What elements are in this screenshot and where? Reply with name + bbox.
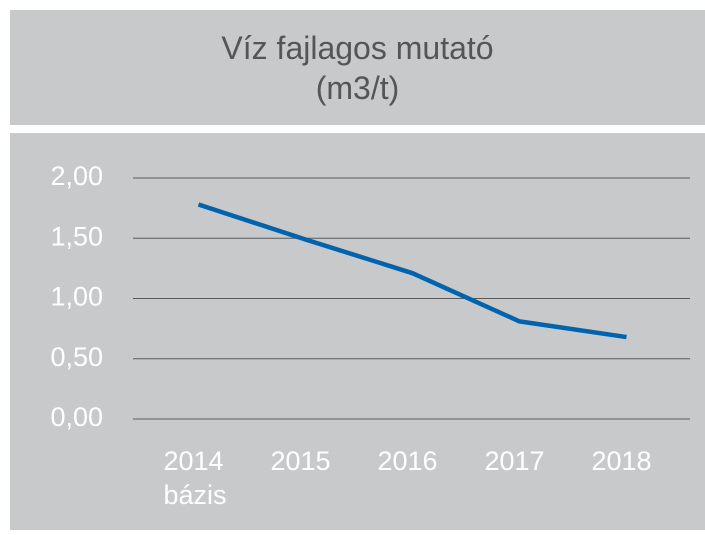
x-tick-label: 2018: [591, 446, 652, 476]
x-tick-label: 2014 bázis: [163, 446, 227, 510]
y-tick-label: 1,50: [50, 221, 103, 251]
title-panel: Víz fajlagos mutató (m3/t): [10, 10, 705, 125]
y-tick-label: 0,50: [50, 342, 103, 372]
x-tick-label: 2016: [377, 446, 438, 476]
x-tick-label: 2017: [484, 446, 545, 476]
y-tick-label: 1,00: [50, 282, 103, 312]
y-tick-label: 0,00: [50, 402, 103, 432]
y-tick-label: 2,00: [50, 161, 103, 191]
chart-subtitle: (m3/t): [315, 70, 400, 106]
line: [197, 202, 627, 340]
chart-title: Víz fajlagos mutató: [221, 30, 494, 66]
x-tick-label: 2015: [270, 446, 331, 476]
